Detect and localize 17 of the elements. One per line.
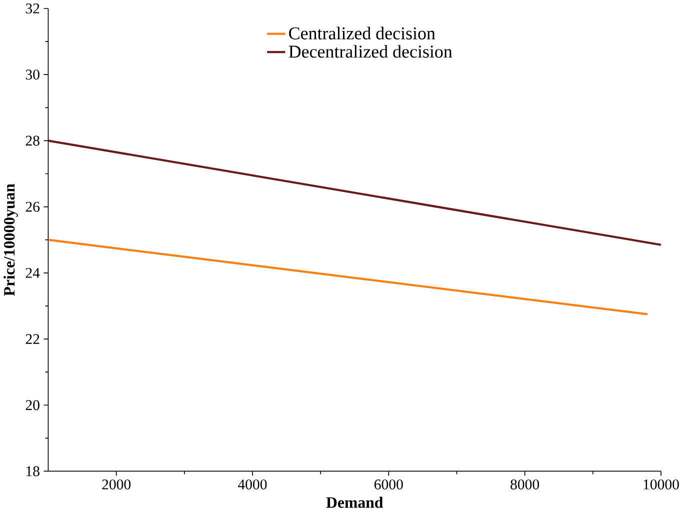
x-tick-label: 10000 — [644, 479, 679, 490]
x-tick-label: 8000 — [510, 479, 540, 490]
y-axis-title: Price/10000yuan — [4, 184, 18, 296]
x-tick-label: 6000 — [374, 479, 403, 490]
y-tick-label: 18 — [26, 466, 40, 476]
y-tick-label: 28 — [26, 136, 40, 146]
y-tick-label: 26 — [26, 202, 40, 212]
y-tick-label: 32 — [26, 3, 40, 14]
x-axis-title: Demand — [326, 496, 384, 508]
y-tick-label: 24 — [26, 268, 40, 278]
x-tick-label: 2000 — [102, 479, 131, 490]
x-tick-label: 4000 — [238, 479, 267, 490]
legend-label: Decentralized decision — [288, 44, 452, 58]
y-tick-label: 22 — [26, 334, 40, 344]
y-tick-label: 20 — [26, 400, 40, 410]
legend-label: Centralized decision — [289, 26, 436, 40]
y-tick-label: 30 — [26, 69, 40, 80]
